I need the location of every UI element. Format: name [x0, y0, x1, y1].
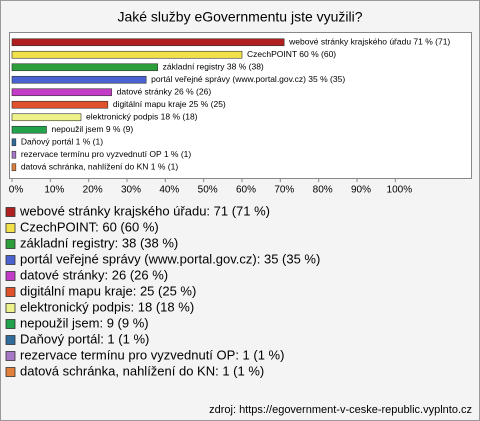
legend-swatch: [5, 255, 16, 265]
legend-label: Daňový portál: 1 (1 %): [20, 331, 149, 346]
x-tick-label: 40%: [159, 185, 179, 196]
legend-swatch: [5, 239, 16, 249]
x-tick-label: 70%: [274, 185, 294, 196]
legend-swatch: [5, 223, 16, 233]
bar: [11, 63, 158, 72]
x-tick-label: 80%: [313, 185, 333, 196]
x-tick-label: 30%: [121, 185, 141, 196]
legend-label: nepoužil jsem: 9 (9 %): [20, 315, 149, 330]
value-label: portál veřejné správy (www.portal.gov.cz…: [151, 74, 345, 84]
legend-swatch: [5, 351, 16, 361]
legend-label: základní registry: 38 (38 %): [20, 235, 178, 250]
value-label: Daňový portál 1 % (1): [21, 137, 103, 147]
x-tick-label: 60%: [236, 185, 256, 196]
bar: [11, 50, 243, 59]
value-label: datové stránky 26 % (26): [117, 87, 212, 97]
value-label: digitální mapu kraje 25 % (25): [113, 99, 226, 109]
legend-label: CzechPOINT: 60 (60 %): [20, 219, 159, 234]
legend-label: webové stránky krajského úřadu: 71 (71 %…: [19, 203, 270, 218]
legend-swatch: [5, 287, 16, 297]
legend-label: digitální mapu kraje: 25 (25 %): [20, 283, 196, 298]
x-tick-label: 20%: [83, 185, 103, 196]
legend-label: portál veřejné správy (www.portal.gov.cz…: [20, 251, 320, 266]
bar: [11, 138, 17, 147]
value-label: webové stránky krajského úřadu 71 % (71): [288, 37, 450, 47]
value-label: CzechPOINT 60 % (60): [247, 49, 336, 59]
value-label: rezervace termínu pro vyzvednutí OP 1 % …: [21, 149, 192, 159]
bar: [11, 150, 17, 159]
legend-swatch: [5, 367, 16, 377]
bar: [11, 38, 285, 47]
legend-swatch: [5, 335, 16, 345]
value-label: nepoužil jsem 9 % (9): [52, 124, 134, 134]
value-label: elektronický podpis 18 % (18): [86, 112, 198, 122]
x-tick-label: 100%: [387, 185, 413, 196]
bar: [11, 75, 147, 84]
value-label: datová schránka, nahlížení do KN 1 % (1): [21, 162, 179, 172]
x-tick-label: 90%: [351, 185, 371, 196]
bar: [11, 113, 82, 122]
bar: [11, 100, 109, 109]
legend-swatch: [5, 303, 16, 313]
bar: [11, 88, 112, 97]
legend-swatch: [5, 319, 16, 329]
bar: [11, 125, 47, 134]
chart-title: Jaké služby eGovernmentu jste využili?: [117, 9, 362, 25]
legend-swatch: [5, 271, 16, 281]
legend-swatch: [5, 207, 16, 217]
legend-label: elektronický podpis: 18 (18 %): [20, 299, 194, 314]
x-tick-label: 50%: [198, 185, 218, 196]
value-label: základní registry 38 % (38): [163, 62, 264, 72]
source: zdroj: https://egovernment-v-ceske-repub…: [209, 404, 472, 416]
x-tick-label: 10%: [44, 185, 64, 196]
legend-label: datová schránka, nahlížení do KN: 1 (1 %…: [20, 363, 264, 378]
legend-label: rezervace termínu pro vyzvednutí OP: 1 (…: [20, 347, 284, 362]
x-tick-label: 0%: [9, 185, 24, 196]
legend-label: datové stránky: 26 (26 %): [20, 267, 168, 282]
bar: [11, 163, 17, 172]
